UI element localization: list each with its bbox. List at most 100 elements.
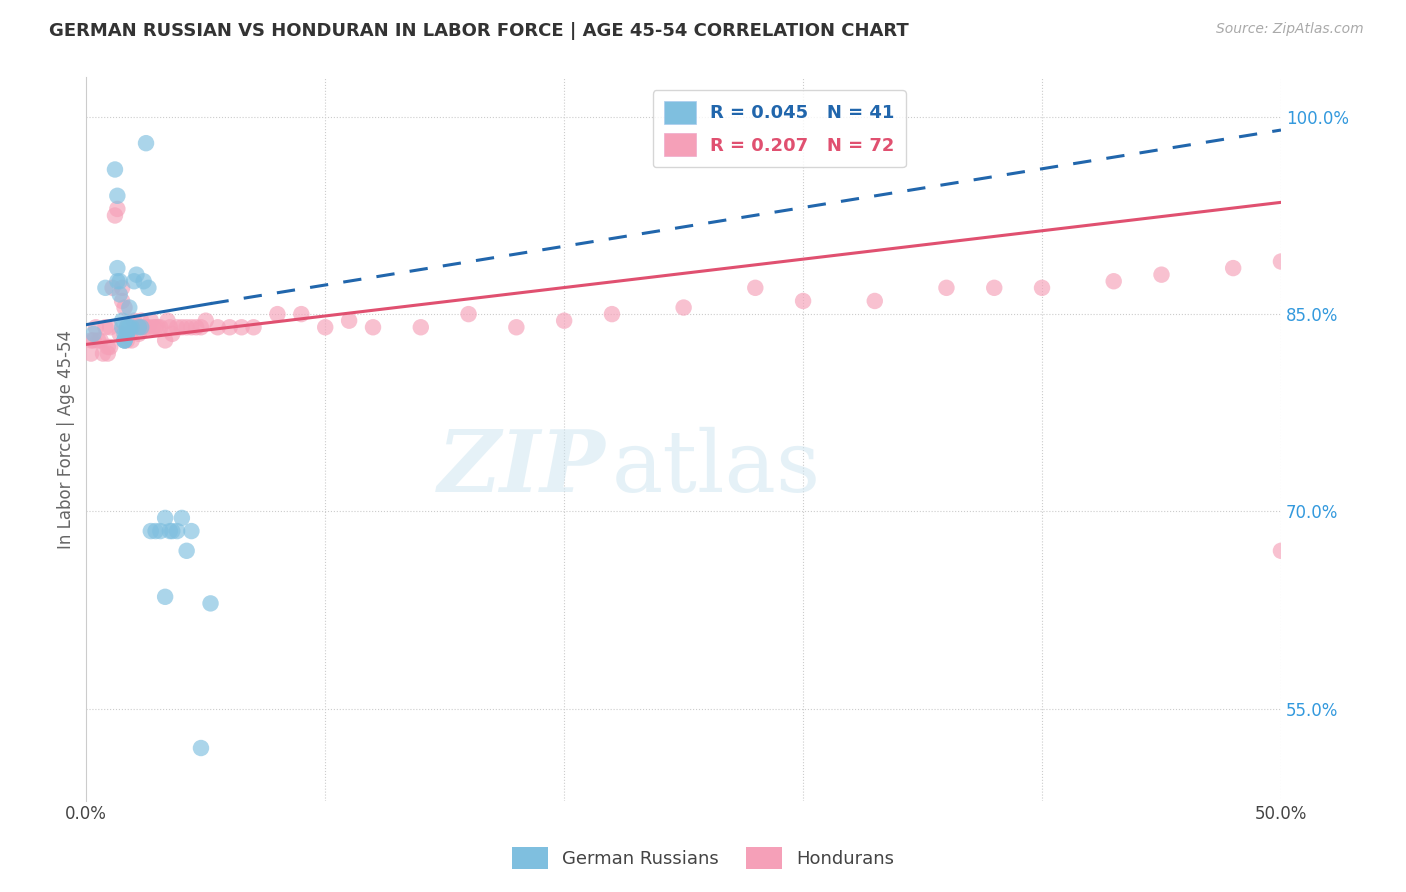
Point [600,307,623,321]
Point [176,320,198,334]
Point [983,281,1005,295]
Point [101,281,124,295]
Point [139,524,162,538]
Point [122,274,145,288]
Point [115,326,138,341]
Point [170,511,193,525]
Point [145,320,167,334]
Point [108,326,131,341]
Point [314,320,336,334]
Point [792,293,814,308]
Point [145,524,167,538]
Point [166,320,188,334]
Point [1150,268,1173,282]
Point [457,307,479,321]
Point [162,524,184,538]
Point [108,274,131,288]
Point [138,320,160,334]
Point [1270,254,1292,268]
Point [744,281,766,295]
Point [186,320,208,334]
Point [290,307,312,321]
Point [125,320,148,334]
Point [80,334,103,348]
Point [114,301,136,315]
Point [129,320,152,334]
Point [80,346,103,360]
Point [266,307,288,321]
Point [105,261,128,276]
Point [114,334,136,348]
Point [128,326,150,341]
Point [105,202,128,216]
Point [505,320,527,334]
Text: Source: ZipAtlas.com: Source: ZipAtlas.com [1216,22,1364,37]
Point [166,524,188,538]
Point [180,320,202,334]
Point [105,188,128,202]
Point [125,268,148,282]
Point [135,136,157,151]
Point [82,326,104,341]
Point [97,340,120,354]
Point [111,314,134,328]
Point [1102,274,1125,288]
Point [153,511,176,525]
Point [115,326,138,341]
Point [231,320,253,334]
Point [114,334,136,348]
Point [94,281,117,295]
Point [170,320,193,334]
Point [409,320,432,334]
Point [128,320,150,334]
Point [118,320,141,334]
Point [176,543,198,558]
Point [180,524,202,538]
Point [114,334,136,348]
Point [194,314,217,328]
Point [156,314,179,328]
Point [132,274,155,288]
Point [87,334,110,348]
Point [146,320,169,334]
Point [115,320,138,334]
Point [122,314,145,328]
Point [139,314,162,328]
Point [149,524,172,538]
Point [159,320,181,334]
Point [361,320,384,334]
Legend: R = 0.045   N = 41, R = 0.207   N = 72: R = 0.045 N = 41, R = 0.207 N = 72 [652,90,905,167]
Point [104,209,127,223]
Point [84,320,107,334]
Point [162,326,184,341]
Point [104,162,127,177]
Point [135,320,157,334]
Point [218,320,240,334]
Point [159,524,181,538]
Text: atlas: atlas [612,426,821,509]
Point [935,281,957,295]
Point [111,293,134,308]
Point [118,320,141,334]
Point [153,590,176,604]
Point [121,334,143,348]
Point [90,334,112,348]
Point [863,293,886,308]
Point [1222,261,1244,276]
Point [200,596,222,610]
Point [111,281,134,295]
Point [190,741,212,756]
Y-axis label: In Labor Force | Age 45-54: In Labor Force | Age 45-54 [58,329,75,549]
Point [118,326,141,341]
Point [108,287,131,301]
Point [672,301,695,315]
Point [132,320,155,334]
Point [207,320,229,334]
Point [337,314,360,328]
Point [138,281,160,295]
Text: ZIP: ZIP [439,426,606,509]
Point [1270,543,1292,558]
Point [142,320,165,334]
Point [115,320,138,334]
Point [121,320,143,334]
